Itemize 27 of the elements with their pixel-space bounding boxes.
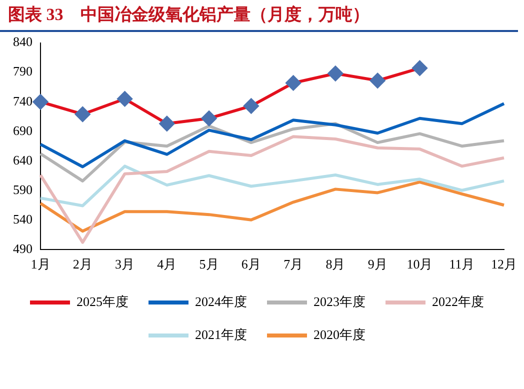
y-tick-label: 840 (13, 34, 32, 50)
y-tick-label: 490 (13, 240, 32, 256)
y-tick-label: 640 (13, 152, 32, 168)
legend-label: 2023年度 (314, 294, 366, 309)
x-tick-label: 2月 (72, 256, 92, 272)
x-tick-label: 10月 (406, 256, 433, 272)
x-tick-label: 9月 (368, 256, 388, 272)
legend-label: 2025年度 (76, 294, 128, 309)
legend-label: 2022年度 (432, 294, 484, 309)
x-tick-label: 4月 (157, 256, 177, 272)
chart-title: 图表 33 中国冶金级氧化铝产量（月度，万吨） (0, 0, 518, 32)
y-tick-label: 790 (13, 64, 32, 79)
x-tick-label: 12月 (491, 256, 517, 272)
x-tick-label: 6月 (241, 256, 261, 272)
x-tick-label: 11月 (449, 256, 475, 272)
y-tick-label: 740 (13, 93, 32, 108)
y-tick-label: 590 (13, 182, 32, 197)
x-tick-label: 1月 (30, 256, 50, 272)
x-tick-label: 7月 (284, 256, 304, 272)
x-tick-label: 8月 (326, 256, 346, 272)
legend-label: 2024年度 (195, 294, 247, 309)
x-tick-label: 5月 (199, 256, 219, 272)
legend-label: 2021年度 (195, 326, 247, 342)
legend-label: 2020年度 (314, 326, 366, 342)
x-tick-label: 3月 (115, 256, 135, 272)
y-tick-label: 690 (13, 122, 32, 138)
y-tick-label: 540 (13, 211, 32, 226)
